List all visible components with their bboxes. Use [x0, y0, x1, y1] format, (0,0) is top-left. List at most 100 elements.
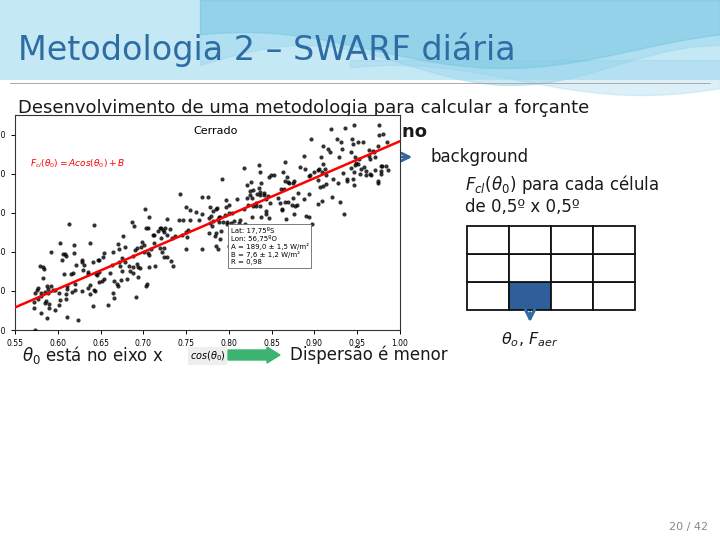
Point — [226, 208, 238, 217]
Point — [57, 249, 68, 258]
Point — [289, 201, 301, 210]
Bar — [593, 282, 635, 310]
Point — [345, 164, 356, 172]
Point — [275, 184, 287, 193]
Point — [286, 200, 297, 209]
Point — [57, 256, 68, 265]
Point — [154, 224, 166, 232]
Point — [174, 216, 185, 225]
Point — [165, 225, 176, 233]
Point — [43, 300, 55, 308]
Point — [138, 248, 150, 256]
Point — [222, 209, 234, 218]
Point — [82, 268, 94, 276]
Point — [61, 313, 73, 322]
Point — [140, 224, 152, 232]
Point — [50, 286, 61, 295]
Point — [166, 256, 177, 265]
Text: $F_{cl}(\theta_0) = Acos(\theta_0) + B$: $F_{cl}(\theta_0) = Acos(\theta_0) + B$ — [30, 158, 125, 171]
Point — [69, 286, 81, 294]
Bar — [551, 282, 593, 310]
Point — [276, 168, 288, 177]
Point — [136, 238, 148, 246]
Point — [29, 326, 40, 334]
Point — [138, 241, 150, 249]
Point — [116, 253, 127, 262]
Point — [182, 226, 194, 234]
Point — [300, 164, 311, 173]
Text: de 0,5º x 0,5º: de 0,5º x 0,5º — [465, 198, 580, 216]
Point — [207, 217, 218, 225]
Point — [279, 157, 291, 166]
Point — [177, 216, 189, 225]
Point — [245, 187, 256, 195]
Point — [283, 177, 294, 186]
Point — [28, 304, 40, 313]
Point — [61, 285, 73, 293]
Point — [281, 173, 292, 181]
Point — [221, 220, 233, 228]
Point — [377, 129, 389, 138]
Point — [341, 177, 353, 185]
Point — [143, 223, 154, 232]
Text: .: . — [376, 123, 383, 141]
Point — [180, 203, 192, 212]
Point — [347, 139, 359, 148]
Point — [336, 145, 348, 154]
Point — [71, 261, 82, 269]
Point — [299, 152, 310, 160]
Point — [213, 218, 225, 226]
Point — [292, 200, 303, 209]
Bar — [509, 226, 551, 254]
Point — [209, 232, 220, 240]
Text: Dispersão é menor: Dispersão é menor — [290, 346, 448, 365]
Point — [78, 261, 90, 269]
Point — [124, 267, 135, 275]
Point — [84, 239, 96, 247]
Bar — [593, 254, 635, 282]
Point — [69, 279, 81, 288]
Point — [131, 244, 143, 252]
Point — [248, 186, 259, 194]
Point — [148, 231, 160, 240]
Point — [363, 145, 374, 154]
Point — [181, 233, 193, 241]
Point — [313, 165, 325, 173]
Point — [156, 248, 167, 256]
Point — [94, 268, 105, 276]
Point — [84, 289, 96, 298]
Point — [348, 180, 359, 189]
Point — [338, 210, 349, 218]
Point — [348, 121, 360, 130]
Point — [312, 166, 323, 174]
Point — [363, 152, 374, 160]
Point — [256, 240, 267, 249]
Point — [265, 171, 276, 179]
Point — [83, 270, 94, 279]
Point — [294, 163, 306, 171]
Point — [361, 166, 372, 175]
Point — [258, 190, 270, 199]
Point — [241, 194, 253, 202]
Point — [132, 272, 143, 281]
Point — [272, 194, 284, 202]
Point — [161, 231, 173, 239]
Point — [317, 182, 328, 191]
Point — [82, 284, 94, 292]
Point — [65, 269, 76, 278]
Point — [158, 252, 169, 261]
Point — [303, 213, 315, 221]
Point — [276, 204, 288, 213]
Point — [40, 299, 51, 307]
Point — [250, 199, 261, 207]
Point — [234, 215, 246, 224]
Point — [382, 166, 394, 174]
Point — [287, 193, 299, 202]
Point — [119, 258, 130, 266]
Point — [228, 217, 240, 225]
Point — [161, 253, 173, 262]
Point — [205, 212, 217, 221]
Point — [45, 281, 56, 290]
X-axis label: $cos(\theta_0)$: $cos(\theta_0)$ — [189, 349, 225, 363]
Point — [268, 171, 279, 179]
